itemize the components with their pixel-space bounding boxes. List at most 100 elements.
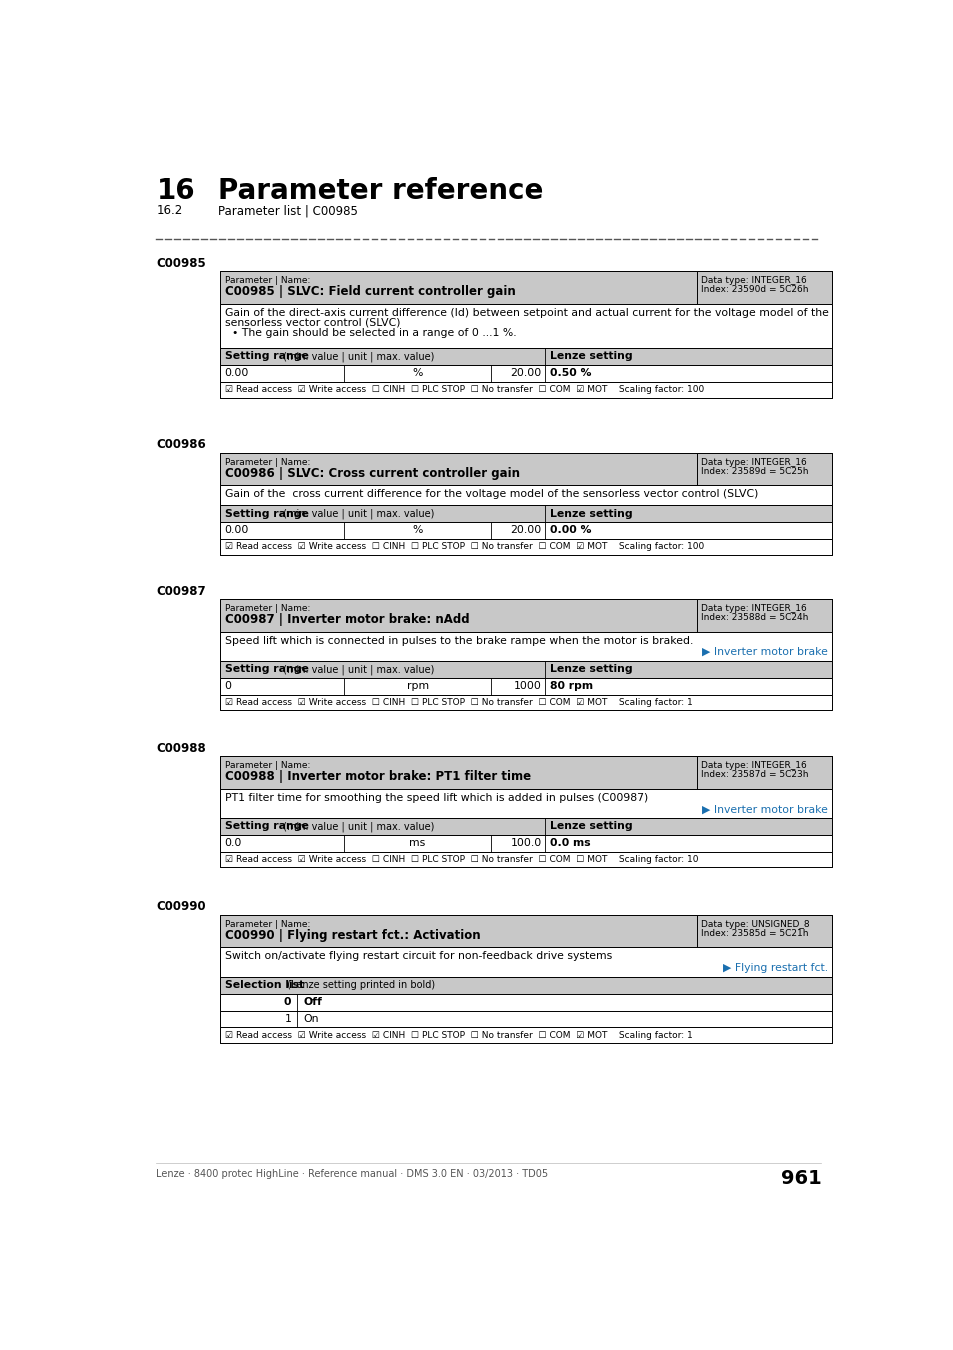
Text: Parameter | Name:: Parameter | Name: <box>224 275 310 285</box>
Text: Gain of the  cross current difference for the voltage model of the sensorless ve: Gain of the cross current difference for… <box>224 489 758 500</box>
Text: • The gain should be selected in a range of 0 ...1 %.: • The gain should be selected in a range… <box>224 328 516 338</box>
Bar <box>220 756 831 867</box>
Text: 16: 16 <box>156 177 194 205</box>
Bar <box>220 505 831 522</box>
Text: (min. value | unit | max. value): (min. value | unit | max. value) <box>280 509 434 518</box>
Text: Data type: INTEGER_16: Data type: INTEGER_16 <box>700 458 806 467</box>
Text: 80 rpm: 80 rpm <box>550 680 593 691</box>
Bar <box>220 454 831 486</box>
Text: Gain of the direct-axis current difference (Id) between setpoint and actual curr: Gain of the direct-axis current differen… <box>224 308 827 317</box>
Text: ▶ Flying restart fct.: ▶ Flying restart fct. <box>722 963 827 973</box>
Text: 0.50 %: 0.50 % <box>550 369 591 378</box>
Text: 0: 0 <box>224 680 232 691</box>
Text: ☑ Read access  ☑ Write access  ☑ CINH  ☐ PLC STOP  ☐ No transfer  ☐ COM  ☑ MOT  : ☑ Read access ☑ Write access ☑ CINH ☐ PL… <box>224 1030 692 1040</box>
Bar <box>220 632 831 662</box>
Text: Index: 23588d = 5C24h: Index: 23588d = 5C24h <box>700 613 808 622</box>
Text: ms: ms <box>409 838 425 848</box>
Text: (Lenze setting printed in bold): (Lenze setting printed in bold) <box>284 980 435 990</box>
Text: rpm: rpm <box>406 680 428 691</box>
Text: Data type: UNSIGNED_8: Data type: UNSIGNED_8 <box>700 919 809 929</box>
Text: Parameter reference: Parameter reference <box>218 177 543 205</box>
Text: (min. value | unit | max. value): (min. value | unit | max. value) <box>280 351 434 362</box>
Bar <box>220 662 831 678</box>
Bar <box>220 678 831 695</box>
Text: On: On <box>303 1014 319 1023</box>
Text: ☑ Read access  ☑ Write access  ☐ CINH  ☐ PLC STOP  ☐ No transfer  ☐ COM  ☑ MOT  : ☑ Read access ☑ Write access ☐ CINH ☐ PL… <box>224 385 703 394</box>
Text: 0.00: 0.00 <box>224 525 249 536</box>
Text: 0.00: 0.00 <box>224 369 249 378</box>
Bar <box>220 599 831 710</box>
Text: ☑ Read access  ☑ Write access  ☐ CINH  ☐ PLC STOP  ☐ No transfer  ☐ COM  ☑ MOT  : ☑ Read access ☑ Write access ☐ CINH ☐ PL… <box>224 543 703 551</box>
Text: Data type: INTEGER_16: Data type: INTEGER_16 <box>700 761 806 770</box>
Text: Data type: INTEGER_16: Data type: INTEGER_16 <box>700 603 806 613</box>
Text: Lenze setting: Lenze setting <box>550 821 632 832</box>
Bar <box>220 271 831 304</box>
Bar <box>220 948 831 976</box>
Text: 16.2: 16.2 <box>156 204 183 217</box>
Text: C00990 | Flying restart fct.: Activation: C00990 | Flying restart fct.: Activation <box>224 929 479 942</box>
Text: 0.0: 0.0 <box>224 838 242 848</box>
Text: 961: 961 <box>780 1169 821 1188</box>
Bar <box>220 271 831 398</box>
Bar <box>220 695 831 710</box>
Text: Speed lift which is connected in pulses to the brake rampe when the motor is bra: Speed lift which is connected in pulses … <box>224 636 692 645</box>
Text: (min. value | unit | max. value): (min. value | unit | max. value) <box>280 664 434 675</box>
Text: %: % <box>412 369 422 378</box>
Text: Index: 23587d = 5C23h: Index: 23587d = 5C23h <box>700 771 808 779</box>
Text: (min. value | unit | max. value): (min. value | unit | max. value) <box>280 821 434 832</box>
Text: Lenze setting: Lenze setting <box>550 664 632 674</box>
Bar <box>220 836 831 852</box>
Text: ▶ Inverter motor brake: ▶ Inverter motor brake <box>701 647 827 657</box>
Text: Setting range: Setting range <box>224 664 308 674</box>
Text: Off: Off <box>303 996 322 1007</box>
Text: 100.0: 100.0 <box>510 838 541 848</box>
Bar <box>220 454 831 555</box>
Text: 20.00: 20.00 <box>510 369 541 378</box>
Text: Lenze setting: Lenze setting <box>550 509 632 518</box>
Text: 0: 0 <box>283 996 291 1007</box>
Bar <box>220 599 831 632</box>
Text: Lenze setting: Lenze setting <box>550 351 632 362</box>
Text: Index: 23585d = 5C21h: Index: 23585d = 5C21h <box>700 929 808 938</box>
Text: C00986: C00986 <box>156 439 206 451</box>
Text: sensorless vector control (SLVC): sensorless vector control (SLVC) <box>224 317 399 328</box>
Text: PT1 filter time for smoothing the speed lift which is added in pulses (C00987): PT1 filter time for smoothing the speed … <box>224 792 647 803</box>
Bar <box>220 1011 831 1027</box>
Bar <box>220 818 831 836</box>
Text: Parameter | Name:: Parameter | Name: <box>224 761 310 770</box>
Text: 0.00 %: 0.00 % <box>550 525 591 536</box>
Text: C00986 | SLVC: Cross current controller gain: C00986 | SLVC: Cross current controller … <box>224 467 519 479</box>
Text: C00990: C00990 <box>156 900 206 914</box>
Bar <box>696 599 831 632</box>
Bar <box>696 915 831 948</box>
Bar <box>220 486 831 505</box>
Bar <box>220 1027 831 1044</box>
Bar <box>220 382 831 398</box>
Text: Setting range: Setting range <box>224 351 308 362</box>
Bar <box>220 788 831 818</box>
Text: 1000: 1000 <box>514 680 541 691</box>
Bar <box>220 522 831 539</box>
Text: Switch on/activate flying restart circuit for non-feedback drive systems: Switch on/activate flying restart circui… <box>224 952 611 961</box>
Text: 1: 1 <box>284 1014 291 1023</box>
Text: 0.0 ms: 0.0 ms <box>550 838 590 848</box>
Text: ☑ Read access  ☑ Write access  ☐ CINH  ☐ PLC STOP  ☐ No transfer  ☐ COM  ☑ MOT  : ☑ Read access ☑ Write access ☐ CINH ☐ PL… <box>224 698 692 707</box>
Text: Setting range: Setting range <box>224 509 308 518</box>
Bar <box>220 915 831 948</box>
Text: ▶ Inverter motor brake: ▶ Inverter motor brake <box>701 805 827 814</box>
Bar <box>220 994 831 1011</box>
Text: C00985 | SLVC: Field current controller gain: C00985 | SLVC: Field current controller … <box>224 285 515 298</box>
Bar <box>220 756 831 788</box>
Bar <box>220 304 831 348</box>
Text: Data type: INTEGER_16: Data type: INTEGER_16 <box>700 275 806 285</box>
Bar <box>220 348 831 366</box>
Bar <box>696 271 831 304</box>
Text: %: % <box>412 525 422 536</box>
Text: Parameter | Name:: Parameter | Name: <box>224 919 310 929</box>
Text: Index: 23590d = 5C26h: Index: 23590d = 5C26h <box>700 285 808 294</box>
Bar <box>220 539 831 555</box>
Bar <box>696 454 831 486</box>
Text: Selection list: Selection list <box>224 980 303 990</box>
Text: C00987 | Inverter motor brake: nAdd: C00987 | Inverter motor brake: nAdd <box>224 613 469 626</box>
Text: 20.00: 20.00 <box>510 525 541 536</box>
